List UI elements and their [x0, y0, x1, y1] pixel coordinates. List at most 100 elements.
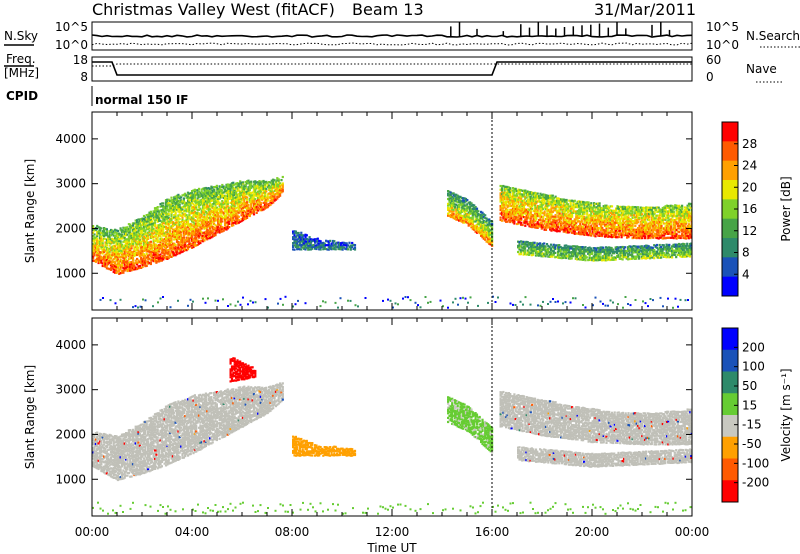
power-cell	[257, 194, 260, 197]
power-cell	[104, 257, 107, 260]
power-cell	[613, 233, 616, 236]
power-cell	[602, 208, 605, 211]
power-cell	[683, 222, 686, 225]
power-cell	[670, 218, 673, 221]
power-cell	[265, 206, 268, 209]
power-cell	[129, 229, 132, 232]
power-cell	[591, 206, 594, 209]
power-cell	[112, 238, 115, 241]
power-cell	[277, 189, 280, 192]
power-cell	[137, 231, 140, 234]
power-cell	[200, 239, 203, 242]
power-cell	[460, 200, 463, 203]
power-cell	[645, 216, 648, 219]
power-cell	[266, 199, 269, 202]
power-cell	[475, 223, 479, 226]
power-cell	[159, 225, 162, 228]
power-cell	[203, 215, 206, 218]
power-cell	[573, 226, 576, 229]
power-cell	[458, 217, 461, 220]
power-cell	[546, 222, 549, 225]
power-cell	[551, 210, 554, 214]
power-cell	[575, 224, 578, 227]
power-cell	[456, 201, 459, 204]
power-cell	[163, 215, 166, 219]
power-cell	[103, 227, 106, 230]
power-cell	[466, 209, 469, 212]
power-cell	[551, 223, 554, 226]
power-cell	[667, 219, 670, 222]
power-cell	[579, 223, 582, 226]
power-cell	[551, 227, 554, 230]
power-cell	[675, 204, 678, 207]
power-cell	[591, 220, 594, 224]
power-cell	[151, 220, 154, 223]
power-cell	[481, 211, 484, 214]
power-cell	[558, 203, 561, 206]
power-cell	[177, 240, 180, 244]
power-cell	[167, 236, 170, 239]
power-cell	[120, 243, 124, 246]
power-cell	[177, 204, 180, 207]
power-cell	[653, 234, 656, 238]
power-cell	[151, 230, 154, 233]
power-cell	[686, 216, 689, 219]
power-cell	[604, 233, 607, 236]
power-cell	[277, 178, 280, 181]
power-cell	[561, 210, 564, 213]
power-cell	[690, 210, 692, 213]
power-cell	[111, 259, 114, 262]
power-cell	[660, 232, 663, 235]
power-cell	[682, 231, 685, 234]
power-cell	[180, 237, 183, 240]
power-cell	[665, 236, 669, 239]
power-cell	[122, 230, 125, 234]
power-cell	[522, 209, 526, 212]
power-cell	[160, 257, 163, 260]
power-cell	[127, 258, 130, 261]
power-cell	[254, 198, 257, 201]
power-cell	[462, 201, 465, 204]
power-cell	[129, 233, 132, 236]
power-cell	[272, 198, 275, 201]
power-cell	[613, 213, 616, 216]
power-cell	[208, 237, 212, 240]
power-cell	[597, 204, 600, 207]
power-cell	[595, 220, 598, 223]
power-cell	[558, 220, 561, 223]
power-cell	[114, 265, 117, 268]
power-cell	[612, 225, 615, 228]
power-cell	[151, 234, 154, 237]
power-cell	[204, 210, 207, 213]
power-cell	[105, 240, 108, 243]
power-cell	[170, 217, 173, 220]
power-cell	[470, 224, 473, 228]
power-cell	[520, 217, 523, 220]
power-cell	[511, 209, 515, 212]
power-cell	[616, 222, 619, 225]
power-cell	[217, 218, 220, 221]
power-cell	[239, 204, 242, 207]
power-cell	[221, 191, 224, 195]
power-cell	[131, 265, 135, 268]
power-cell	[679, 218, 682, 221]
power-cell	[620, 236, 623, 239]
power-cell	[506, 192, 509, 195]
power-cell	[485, 219, 488, 222]
power-cell	[646, 226, 649, 230]
power-cell	[109, 238, 113, 241]
power-cell	[503, 212, 506, 215]
power-cell	[105, 261, 108, 264]
power-cell	[668, 206, 671, 209]
power-cell	[152, 253, 155, 256]
power-cell	[582, 209, 585, 212]
power-cell	[539, 225, 542, 228]
power-cell	[536, 200, 539, 203]
power-cell	[463, 197, 466, 200]
power-cell	[138, 241, 141, 244]
power-cell	[97, 240, 100, 243]
power-cell	[199, 232, 202, 235]
power-cell	[170, 233, 173, 236]
power-cell	[628, 206, 631, 209]
